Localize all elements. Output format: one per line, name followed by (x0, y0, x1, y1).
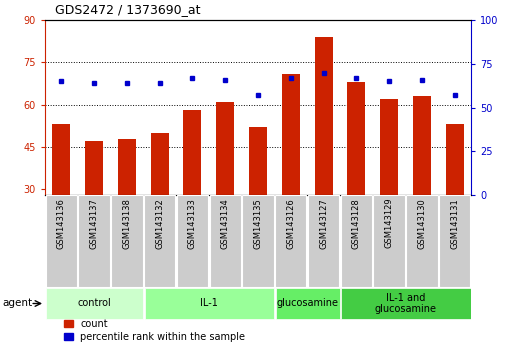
Bar (346, 82, 365, 195)
Bar (85, 141, 103, 195)
Bar (275, 195, 306, 287)
Text: GSM143131: GSM143131 (449, 198, 458, 249)
Bar (340, 288, 470, 319)
Text: GSM143132: GSM143132 (155, 198, 164, 249)
Bar (53, 125, 70, 195)
Legend: count, percentile rank within the sample: count, percentile rank within the sample (60, 315, 249, 346)
Bar (438, 195, 470, 287)
Text: GSM143129: GSM143129 (384, 198, 393, 249)
Bar (307, 195, 338, 287)
Bar (111, 195, 142, 287)
Bar (183, 110, 201, 195)
Text: IL-1: IL-1 (199, 298, 217, 308)
Bar (281, 74, 299, 195)
Text: GSM143130: GSM143130 (417, 198, 426, 249)
Bar (144, 195, 175, 287)
Bar (150, 133, 168, 195)
Text: agent: agent (3, 298, 33, 308)
Text: GSM143128: GSM143128 (351, 198, 360, 249)
Text: GSM143134: GSM143134 (220, 198, 229, 249)
Bar (46, 288, 143, 319)
Text: GSM143136: GSM143136 (57, 198, 66, 249)
Bar (216, 102, 234, 195)
Bar (209, 195, 240, 287)
Text: IL-1 and
glucosamine: IL-1 and glucosamine (374, 293, 436, 314)
Text: control: control (77, 298, 111, 308)
Text: GSM143127: GSM143127 (319, 198, 327, 249)
Bar (412, 96, 430, 195)
Bar (275, 288, 339, 319)
Bar (406, 195, 437, 287)
Text: GSM143138: GSM143138 (122, 198, 131, 249)
Bar (445, 125, 463, 195)
Bar (340, 195, 371, 287)
Text: GSM143135: GSM143135 (253, 198, 262, 249)
Bar (248, 127, 267, 195)
Bar (45, 195, 77, 287)
Text: GSM143137: GSM143137 (89, 198, 98, 249)
Bar (118, 138, 136, 195)
Bar (379, 99, 397, 195)
Text: GSM143133: GSM143133 (187, 198, 196, 249)
Bar (144, 288, 274, 319)
Bar (373, 195, 404, 287)
Text: GSM143126: GSM143126 (286, 198, 295, 249)
Bar (314, 37, 332, 195)
Text: glucosamine: glucosamine (276, 298, 337, 308)
Bar (176, 195, 208, 287)
Bar (78, 195, 110, 287)
Text: GDS2472 / 1373690_at: GDS2472 / 1373690_at (55, 4, 200, 16)
Bar (242, 195, 273, 287)
